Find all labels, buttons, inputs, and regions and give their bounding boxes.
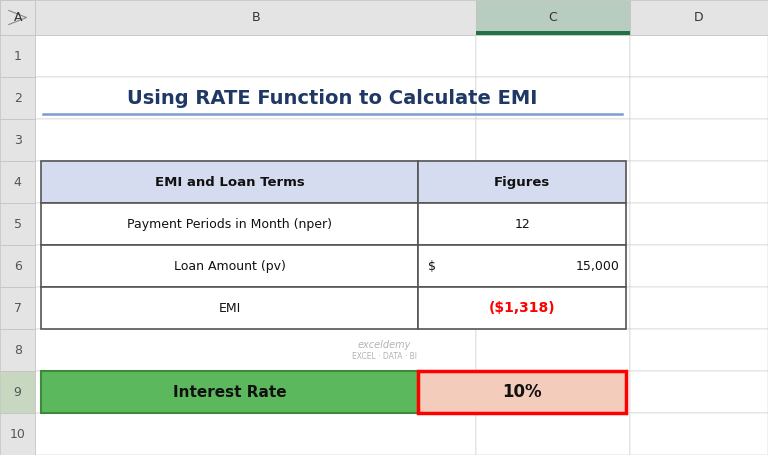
Bar — [0, 161, 35, 203]
Bar — [476, 35, 630, 77]
Bar — [476, 203, 630, 245]
Bar — [476, 245, 630, 287]
Bar — [35, 287, 476, 329]
Bar — [630, 35, 768, 77]
Bar — [630, 245, 768, 287]
Bar — [0, 371, 35, 413]
Bar — [35, 119, 476, 161]
Bar — [476, 413, 630, 455]
Bar — [630, 119, 768, 161]
Text: 6: 6 — [14, 259, 22, 273]
Bar — [476, 119, 630, 161]
Bar — [35, 161, 476, 203]
Text: 12: 12 — [515, 217, 530, 231]
Text: 15,000: 15,000 — [576, 259, 620, 273]
Bar — [35, 329, 476, 371]
Text: Figures: Figures — [494, 176, 551, 188]
Bar — [35, 35, 476, 77]
Bar — [476, 371, 630, 413]
Text: Payment Periods in Month (nper): Payment Periods in Month (nper) — [127, 217, 333, 231]
Text: 3: 3 — [14, 133, 22, 147]
Text: Using RATE Function to Calculate EMI: Using RATE Function to Calculate EMI — [127, 89, 538, 107]
Bar — [41, 371, 419, 413]
Bar — [630, 0, 768, 35]
Bar — [35, 0, 476, 35]
Bar — [476, 287, 630, 329]
Text: D: D — [694, 11, 703, 24]
Bar — [630, 161, 768, 203]
Bar — [0, 245, 35, 287]
Text: EXCEL · DATA · BI: EXCEL · DATA · BI — [352, 352, 416, 361]
Text: Loan Amount (pv): Loan Amount (pv) — [174, 259, 286, 273]
Bar — [419, 203, 626, 245]
Text: 10%: 10% — [502, 383, 542, 401]
Bar — [0, 35, 35, 77]
Text: Interest Rate: Interest Rate — [173, 384, 286, 399]
Text: A: A — [13, 11, 22, 24]
Bar — [630, 371, 768, 413]
Bar — [41, 245, 419, 287]
Text: EMI: EMI — [219, 302, 241, 314]
Bar — [630, 413, 768, 455]
Bar — [419, 161, 626, 203]
Text: ($1,318): ($1,318) — [489, 301, 555, 315]
Bar — [0, 119, 35, 161]
Text: 4: 4 — [14, 176, 22, 188]
Bar — [41, 287, 419, 329]
Bar — [0, 203, 35, 245]
Bar — [630, 287, 768, 329]
Bar — [476, 329, 630, 371]
Bar — [630, 329, 768, 371]
Text: 9: 9 — [14, 385, 22, 399]
Text: 7: 7 — [14, 302, 22, 314]
Bar — [476, 31, 630, 35]
Text: $: $ — [428, 259, 435, 273]
Bar — [476, 77, 630, 119]
Bar — [630, 203, 768, 245]
Bar — [0, 0, 35, 35]
Text: C: C — [548, 11, 558, 24]
Bar — [41, 161, 419, 203]
Bar — [419, 245, 626, 287]
Bar — [476, 0, 630, 35]
Bar — [41, 203, 419, 245]
Bar — [0, 329, 35, 371]
Bar — [35, 413, 476, 455]
Text: exceldemy: exceldemy — [357, 340, 411, 350]
Bar — [0, 0, 35, 35]
Bar — [419, 371, 626, 413]
Text: 10: 10 — [10, 428, 25, 440]
Text: 5: 5 — [14, 217, 22, 231]
Text: B: B — [251, 11, 260, 24]
Bar — [35, 77, 476, 119]
Bar — [0, 77, 35, 119]
Bar — [0, 287, 35, 329]
Text: 1: 1 — [14, 50, 22, 62]
Bar — [0, 413, 35, 455]
Text: 2: 2 — [14, 91, 22, 105]
Bar — [35, 203, 476, 245]
Text: EMI and Loan Terms: EMI and Loan Terms — [155, 176, 305, 188]
Bar — [419, 287, 626, 329]
Bar — [35, 245, 476, 287]
Text: 8: 8 — [14, 344, 22, 357]
Bar — [630, 77, 768, 119]
Bar — [476, 161, 630, 203]
Bar — [35, 371, 476, 413]
